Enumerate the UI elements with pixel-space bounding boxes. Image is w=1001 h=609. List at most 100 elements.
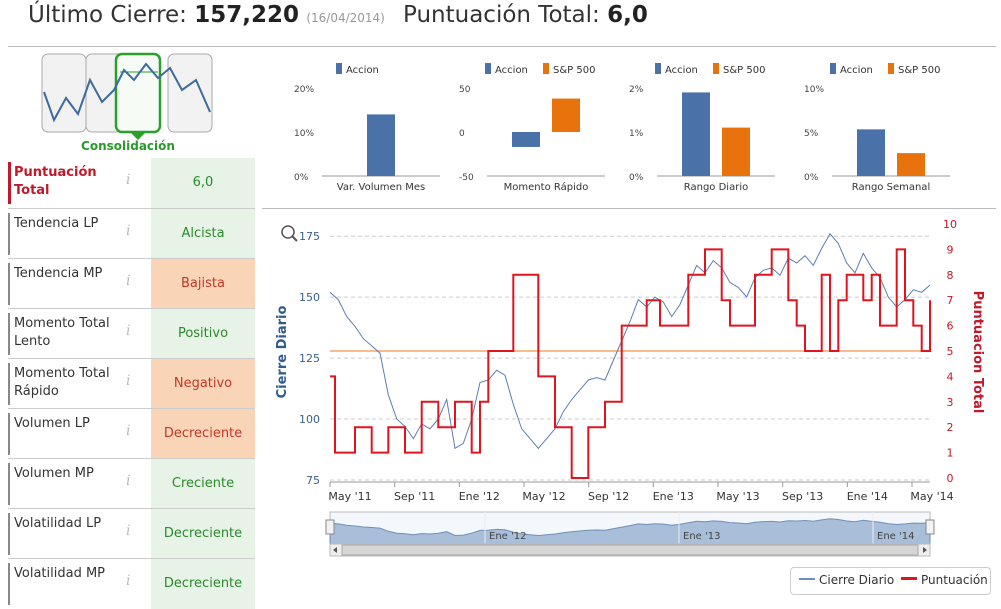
mini-chart[interactable]: Accion S&P 500 0% 1% 2% Rango Diario bbox=[625, 58, 795, 198]
bar-sp500[interactable] bbox=[897, 153, 925, 176]
mini-chart-svg: Accion 0% 10% 20% Var. Volumen Mes bbox=[294, 63, 440, 193]
x-tick-label: May '12 bbox=[522, 490, 565, 503]
y-tick-label: 50 bbox=[459, 85, 471, 95]
row-marker bbox=[8, 413, 10, 455]
y-axis-label: Cierre Diario bbox=[275, 306, 290, 399]
mini-chart[interactable]: Accion S&P 500 -50 0 50 Momento Rápido bbox=[455, 58, 625, 198]
y2-tick-label: 3 bbox=[947, 396, 954, 409]
navigator-handle[interactable] bbox=[325, 519, 335, 535]
legend-swatch bbox=[830, 63, 836, 74]
legend-score[interactable]: Puntuación bbox=[901, 573, 988, 587]
bar-accion[interactable] bbox=[367, 114, 395, 176]
mini-chart-title: Rango Semanal bbox=[852, 182, 930, 193]
info-icon[interactable]: i bbox=[126, 523, 131, 539]
header-divider bbox=[8, 46, 996, 47]
y-tick-label: 1% bbox=[629, 129, 644, 139]
y2-tick-label: 10 bbox=[943, 218, 957, 231]
y-tick-label: 5% bbox=[804, 129, 819, 139]
x-tick-label: Ene '13 bbox=[653, 490, 694, 503]
scroll-left-icon[interactable] bbox=[333, 547, 337, 553]
legend-close-swatch bbox=[799, 578, 815, 580]
bar-sp500[interactable] bbox=[722, 127, 750, 176]
navigator-handle[interactable] bbox=[925, 519, 935, 535]
score-row: Volatilidad MP i Decreciente bbox=[8, 558, 255, 609]
x-tick-label: May '14 bbox=[910, 490, 953, 503]
zoom-icon[interactable] bbox=[281, 225, 295, 239]
score-row: Tendencia MP i Bajista bbox=[8, 258, 255, 309]
row-marker bbox=[8, 463, 10, 505]
info-icon[interactable]: i bbox=[126, 423, 131, 439]
mini-chart-svg: Accion S&P 500 0% 5% 10% Rango Semanal bbox=[804, 63, 950, 193]
info-icon[interactable]: i bbox=[126, 273, 131, 289]
row-value: Creciente bbox=[151, 459, 255, 509]
mini-chart[interactable]: Accion S&P 500 0% 5% 10% Rango Semanal bbox=[800, 58, 970, 198]
navigator-label: Ene '12 bbox=[489, 531, 526, 542]
info-icon[interactable]: i bbox=[126, 373, 131, 389]
section-divider bbox=[262, 208, 996, 209]
zoom-icon-handle bbox=[291, 235, 298, 242]
row-label: Tendencia MP bbox=[14, 266, 103, 281]
row-marker bbox=[8, 313, 10, 355]
score-row: Volumen MP i Creciente bbox=[8, 458, 255, 509]
last-close: Último Cierre: 157,220 (16/04/2014) bbox=[28, 2, 385, 28]
score-row: Momento Total Lento i Positivo bbox=[8, 308, 255, 359]
pattern-thumbnail[interactable]: Consolidación bbox=[40, 50, 216, 156]
y-tick-label: 175 bbox=[299, 230, 320, 243]
score-row: Puntuación Total i 6,0 bbox=[8, 158, 255, 208]
mini-chart[interactable]: Accion 0% 10% 20% Var. Volumen Mes bbox=[290, 58, 460, 198]
info-icon[interactable]: i bbox=[126, 223, 131, 239]
row-label: Puntuación Total bbox=[14, 165, 97, 198]
legend-score-swatch bbox=[901, 577, 917, 580]
row-label: Volatilidad MP bbox=[14, 566, 106, 581]
x-tick-label: Sep '11 bbox=[394, 490, 435, 503]
pattern-label: Consolidación bbox=[81, 139, 175, 153]
x-tick-label: Sep '13 bbox=[782, 490, 823, 503]
x-tick-label: Ene '12 bbox=[459, 490, 500, 503]
legend-close[interactable]: Cierre Diario bbox=[799, 573, 894, 587]
info-icon[interactable]: i bbox=[126, 573, 131, 589]
row-label: Momento Total Rápido bbox=[14, 366, 110, 399]
y2-tick-label: 7 bbox=[947, 294, 954, 307]
x-tick-label: May '13 bbox=[716, 490, 759, 503]
y-tick-label: -50 bbox=[459, 173, 474, 183]
info-icon[interactable]: i bbox=[126, 172, 131, 188]
bar-accion[interactable] bbox=[682, 92, 710, 176]
row-value: Alcista bbox=[151, 209, 255, 259]
score-row: Tendencia LP i Alcista bbox=[8, 208, 255, 259]
y-tick-label: 20% bbox=[294, 85, 314, 95]
total-score-value: 6,0 bbox=[607, 2, 648, 28]
x-tick-label: May '11 bbox=[328, 490, 371, 503]
row-value: Negativo bbox=[151, 359, 255, 409]
y2-tick-label: 1 bbox=[947, 447, 954, 460]
main-chart[interactable]: 75 100 125 150 175 0 1 2 3 4 5 6 7 8 9 10 Cierre Diario P… bbox=[262, 212, 996, 562]
close-series-line[interactable] bbox=[329, 232, 931, 450]
row-label: Volumen LP bbox=[14, 416, 90, 431]
row-marker bbox=[8, 213, 10, 255]
last-close-value: 157,220 bbox=[194, 2, 300, 28]
score-series-line[interactable] bbox=[330, 248, 931, 479]
legend-swatch bbox=[336, 63, 342, 74]
scroll-right-icon[interactable] bbox=[923, 547, 927, 553]
y-tick-label: 0% bbox=[804, 173, 819, 183]
legend-swatch bbox=[543, 63, 549, 74]
legend-swatch bbox=[888, 63, 894, 74]
legend-label: Accion bbox=[840, 65, 873, 76]
bar-sp500[interactable] bbox=[552, 98, 580, 132]
row-value: Decreciente bbox=[151, 509, 255, 559]
info-icon[interactable]: i bbox=[126, 473, 131, 489]
navigator-label: Ene '14 bbox=[877, 531, 914, 542]
row-value: Decreciente bbox=[151, 559, 255, 609]
bar-accion[interactable] bbox=[857, 129, 885, 176]
legend-label: Accion bbox=[346, 65, 379, 76]
bar-accion[interactable] bbox=[512, 132, 540, 147]
pattern-icon bbox=[41, 52, 213, 140]
last-close-date: (16/04/2014) bbox=[306, 11, 385, 25]
row-value: Positivo bbox=[151, 309, 255, 359]
y2-tick-label: 6 bbox=[947, 320, 954, 333]
summary-header: Último Cierre: 157,220 (16/04/2014) Punt… bbox=[0, 0, 1001, 46]
info-icon[interactable]: i bbox=[126, 323, 131, 339]
scrollbar-thumb[interactable] bbox=[341, 544, 919, 556]
total-score: Puntuación Total: 6,0 bbox=[403, 2, 648, 28]
navigator-series bbox=[329, 518, 931, 545]
y2-tick-label: 0 bbox=[947, 472, 954, 485]
